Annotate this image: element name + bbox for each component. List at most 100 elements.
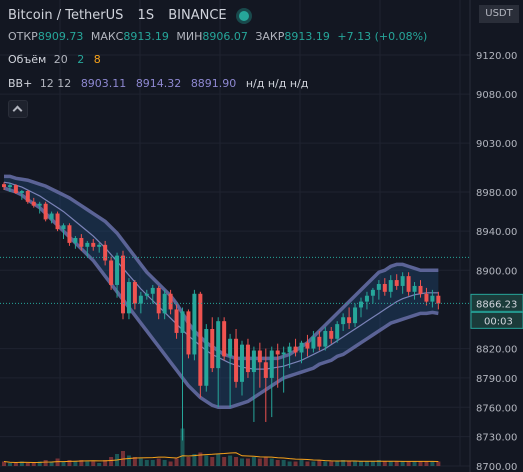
volume-bar [412, 461, 417, 466]
volume-bar [144, 460, 149, 466]
candle-body [263, 362, 268, 378]
candle-body [412, 285, 417, 292]
candle-body [287, 346, 292, 353]
close-value: 8913.19 [284, 30, 330, 43]
candle-body [13, 185, 18, 193]
bb-params: 12 12 [39, 77, 72, 90]
bollinger-upper-line [4, 174, 439, 361]
candle-body [168, 293, 173, 310]
last-price-tag [470, 293, 523, 312]
candle-body [245, 344, 250, 373]
volume-bar [418, 461, 423, 466]
candle-body [144, 293, 149, 296]
candle-body [430, 295, 435, 302]
volume-bar [347, 461, 352, 466]
price-tick-label: 9080.00 [476, 90, 517, 101]
candle-body [174, 309, 179, 333]
bollinger-basis-line [3, 181, 439, 370]
candle-body [281, 352, 286, 355]
volume-bar [234, 457, 239, 466]
currency-button[interactable]: USDT [479, 5, 519, 23]
volume-bar [85, 461, 90, 466]
candle-body [85, 242, 90, 247]
symbol-title[interactable]: Bitcoin / TetherUS [8, 8, 124, 23]
price-tick-label: 8730.00 [476, 433, 517, 444]
volume-bar [13, 463, 18, 466]
candle-body [79, 237, 84, 247]
price-tick-label: 8900.00 [476, 266, 517, 277]
candle-body [228, 338, 233, 357]
change-value: +7.13 (+0.08%) [337, 30, 428, 43]
candle-body [424, 293, 429, 302]
candle-body [436, 295, 441, 304]
candle-body [353, 307, 358, 324]
price-tick-label: 8820.00 [476, 345, 517, 356]
bb-upper-value: 8914.32 [135, 77, 182, 90]
volume-bar [424, 461, 429, 466]
volume-bar [245, 458, 250, 466]
interval-label[interactable]: 1S [137, 8, 155, 23]
candle-body [67, 225, 72, 243]
candle-body [311, 336, 316, 349]
candle-body [43, 203, 48, 220]
collapse-legend-button[interactable] [8, 100, 28, 118]
volume-bar [251, 457, 256, 466]
candle-body [156, 287, 161, 314]
price-tick-label: 9030.00 [476, 139, 517, 150]
volume-bar [103, 460, 108, 466]
volume-bar [162, 460, 167, 466]
volume-bar [287, 461, 292, 466]
candle-body [192, 293, 197, 355]
volume-bar [43, 460, 48, 466]
volume-bar [126, 455, 131, 466]
volume-bar [132, 457, 137, 466]
bollinger-band-fill [4, 176, 439, 408]
close-label: ЗАКР [255, 30, 285, 43]
volume-bar [79, 460, 84, 466]
candle-body [115, 255, 120, 285]
price-tick-label: 8760.00 [476, 403, 517, 414]
candle-body [370, 289, 375, 296]
volume-bar [323, 461, 328, 466]
candle-body [216, 321, 221, 369]
bollinger-lower-line [3, 186, 439, 410]
price-tick-label: 8790.00 [476, 374, 517, 385]
open-label: ОТКР [8, 30, 38, 43]
volume-legend[interactable]: Объём 20 2 8 [8, 53, 101, 66]
last-price-label: 8866.23 [476, 299, 517, 310]
volume-bar [156, 458, 161, 466]
bollinger-legend[interactable]: BB+ 12 12 8903.11 8914.32 8891.90 н/д н/… [8, 77, 308, 90]
candle-body [329, 330, 334, 339]
volume-bar [216, 454, 221, 466]
candle-body [31, 201, 36, 206]
volume-bar [364, 461, 369, 466]
volume-bar [192, 454, 197, 466]
candle-body [109, 260, 114, 285]
candle-body [198, 293, 203, 386]
volume-bar [25, 463, 30, 466]
candle-body [364, 295, 369, 302]
volume-bar [180, 428, 185, 466]
bb-na-values: н/д н/д н/д [245, 77, 309, 90]
candle-body [394, 280, 399, 286]
candle-body [2, 184, 6, 188]
candle-body [210, 329, 215, 369]
volume-bar [19, 461, 24, 466]
volume-bar [299, 460, 304, 466]
candle-body [25, 191, 30, 202]
volume-bar [376, 460, 381, 466]
candle-body [186, 311, 191, 355]
price-tick-label: 8940.00 [476, 227, 517, 238]
candle-body [240, 344, 244, 382]
candle-body [97, 244, 102, 247]
candle-body [103, 244, 108, 261]
volume-bar [37, 461, 42, 466]
candle-body [234, 338, 239, 382]
candle-body [305, 342, 310, 349]
candle-body [251, 350, 256, 373]
candle-body [269, 350, 274, 378]
candle-body [73, 237, 78, 243]
volume-ma-value: 8 [93, 53, 101, 66]
open-value: 8909.73 [37, 30, 84, 43]
